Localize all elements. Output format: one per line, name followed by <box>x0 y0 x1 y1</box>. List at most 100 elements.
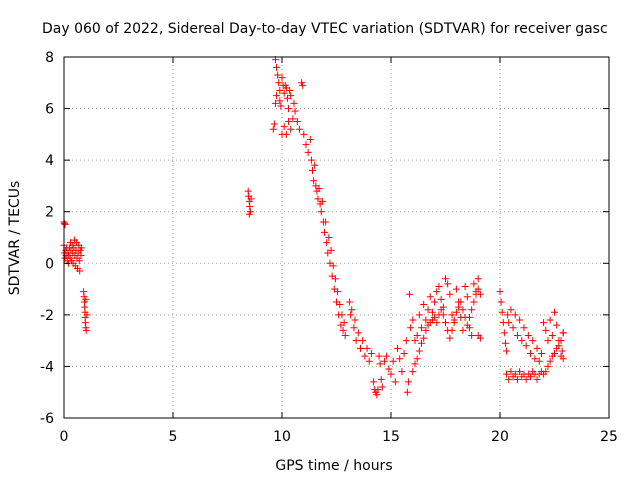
data-point <box>300 130 308 138</box>
data-point <box>542 368 550 376</box>
data-point <box>505 375 513 383</box>
data-point <box>544 337 552 345</box>
data-point <box>387 370 395 378</box>
data-point <box>531 355 539 363</box>
data-point <box>287 92 295 100</box>
data-point <box>352 337 360 345</box>
y-tick-label: -2 <box>40 308 54 324</box>
data-point <box>406 290 414 298</box>
data-point <box>450 316 458 324</box>
chart-title: Day 060 of 2022, Sidereal Day-to-day VTE… <box>42 21 608 37</box>
data-point <box>533 344 541 352</box>
data-point <box>496 288 504 296</box>
data-point <box>472 290 480 298</box>
data-point <box>559 329 567 337</box>
data-point <box>285 117 293 125</box>
data-point <box>315 185 323 193</box>
data-point <box>433 319 441 327</box>
data-point <box>435 282 443 290</box>
data-point <box>559 355 567 363</box>
data-point <box>271 99 279 107</box>
y-tick-label: 0 <box>45 256 54 272</box>
data-point <box>415 311 423 319</box>
data-point <box>331 275 339 283</box>
data-point <box>269 125 277 133</box>
data-point <box>439 311 447 319</box>
data-point <box>350 324 358 332</box>
data-point <box>274 71 282 79</box>
data-point <box>551 308 558 316</box>
data-point <box>511 311 519 319</box>
data-point <box>448 311 456 319</box>
data-point <box>411 360 419 368</box>
data-point <box>558 347 566 355</box>
data-point <box>295 125 303 133</box>
data-point <box>418 339 426 347</box>
x-tick-label: 0 <box>60 429 69 445</box>
data-point <box>533 375 541 383</box>
data-point <box>365 357 373 365</box>
data-point <box>273 63 281 71</box>
data-point <box>420 334 428 342</box>
data-point <box>520 324 528 332</box>
data-point <box>507 368 515 376</box>
data-point <box>509 324 517 332</box>
data-point <box>338 311 346 319</box>
data-point <box>442 275 449 283</box>
data-point <box>516 316 524 324</box>
data-point <box>334 288 342 296</box>
data-point <box>409 368 417 376</box>
data-point <box>442 319 449 327</box>
data-point <box>275 79 283 87</box>
data-point <box>527 350 535 358</box>
data-point <box>341 331 349 339</box>
data-point <box>77 244 85 252</box>
data-point <box>309 166 317 174</box>
data-point <box>459 326 467 334</box>
data-point <box>403 388 411 396</box>
x-tick-label: 5 <box>169 429 178 445</box>
data-point <box>385 365 393 373</box>
data-point <box>500 329 508 337</box>
data-point <box>431 298 439 306</box>
axes: 0 5 10 15 20 25 -6 -4 -2 0 2 4 6 8 <box>40 50 618 445</box>
data-point <box>321 228 329 236</box>
data-point <box>498 308 506 316</box>
data-point <box>329 262 337 270</box>
data-point <box>322 218 330 226</box>
data-point <box>459 306 467 314</box>
data-point <box>431 313 439 321</box>
data-point <box>546 357 554 365</box>
data-point <box>247 195 255 203</box>
data-point <box>535 357 543 365</box>
data-point <box>291 107 299 115</box>
data-point <box>380 357 388 365</box>
data-point <box>409 316 417 324</box>
data-point <box>398 368 406 376</box>
data-point <box>452 308 460 316</box>
y-tick-label: 6 <box>45 102 54 118</box>
data-point <box>276 87 284 95</box>
data-point <box>537 350 545 358</box>
data-point <box>83 311 91 319</box>
data-point <box>407 324 415 332</box>
data-point <box>463 321 471 329</box>
x-tick-label: 10 <box>273 429 291 445</box>
data-point <box>278 74 286 82</box>
data-point <box>444 280 452 288</box>
data-point <box>245 210 253 218</box>
data-point <box>497 298 505 306</box>
data-point <box>470 280 478 288</box>
data-point <box>273 92 281 100</box>
data-point <box>327 246 335 254</box>
data-point <box>505 319 513 327</box>
data-point <box>361 352 369 360</box>
data-point <box>77 252 85 260</box>
data-point <box>377 375 385 383</box>
data-point <box>383 352 391 360</box>
y-axis-label: SDTVAR / TECUs <box>7 181 23 296</box>
data-point <box>522 342 530 350</box>
data-point <box>446 290 454 298</box>
data-point <box>280 89 288 97</box>
